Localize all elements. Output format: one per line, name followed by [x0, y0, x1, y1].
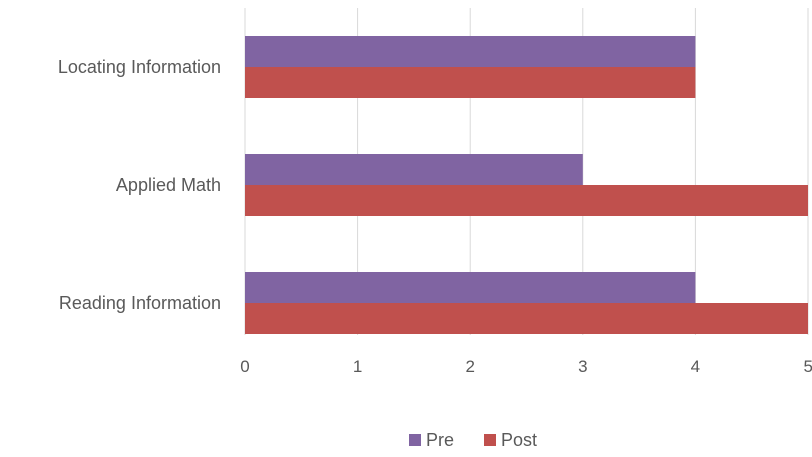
- x-tick-label-5: 5: [804, 357, 812, 376]
- x-tick-label-0: 0: [240, 357, 249, 376]
- bar-pre-1: [245, 154, 583, 185]
- legend-label-pre: Pre: [426, 430, 454, 450]
- legend-swatch-post: [484, 434, 496, 446]
- x-tick-label-1: 1: [353, 357, 362, 376]
- legend-label-post: Post: [501, 430, 537, 450]
- x-tick-label-2: 2: [465, 357, 474, 376]
- legend-swatch-pre: [409, 434, 421, 446]
- x-tick-label-4: 4: [691, 357, 700, 376]
- bar-post-1: [245, 185, 808, 216]
- bar-pre-0: [245, 36, 696, 67]
- category-labels: Locating Information Applied Math Reading …: [58, 57, 221, 313]
- category-label-0: Locating Information: [58, 57, 221, 77]
- bar-post-0: [245, 67, 696, 98]
- category-label-2: Reading Information: [59, 293, 221, 313]
- legend: Pre Post: [409, 430, 537, 450]
- bar-post-2: [245, 303, 808, 334]
- x-tick-label-3: 3: [578, 357, 587, 376]
- category-label-1: Applied Math: [116, 175, 221, 195]
- bars: [245, 36, 808, 334]
- bar-pre-2: [245, 272, 696, 303]
- x-tick-labels: 0 1 2 3 4 5: [240, 357, 812, 376]
